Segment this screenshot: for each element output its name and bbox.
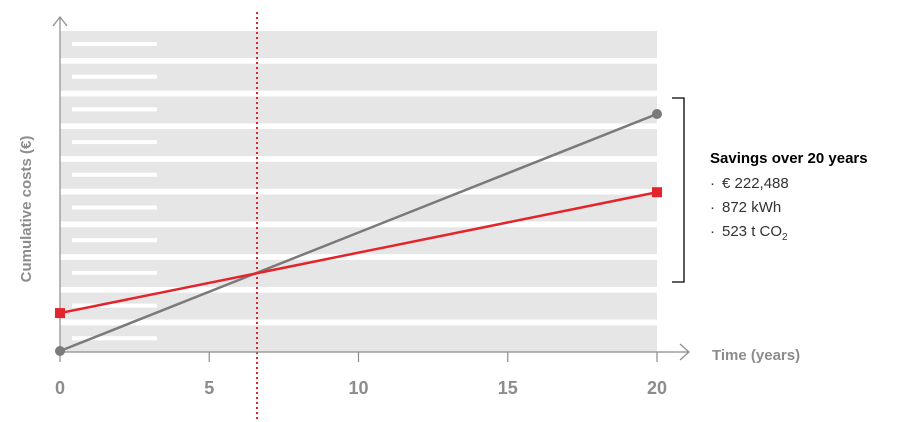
savings-annotation: Savings over 20 years · € 222,488 · 872 …: [710, 150, 868, 243]
x-tick-label: 5: [204, 378, 214, 398]
white-stub: [72, 238, 157, 243]
background-band: [60, 31, 657, 58]
white-stub: [72, 74, 157, 79]
savings-bullet-2: ·: [710, 199, 715, 216]
x-ticks: [59, 352, 658, 362]
savings-title: Savings over 20 years: [710, 150, 868, 167]
background-band: [60, 96, 657, 124]
series-point-grey: [55, 346, 65, 356]
white-stub: [72, 140, 157, 145]
axes: [52, 16, 690, 361]
background-band: [60, 129, 657, 157]
series-markers: [55, 109, 662, 356]
background-band: [60, 325, 657, 353]
savings-bullet-3: ·: [710, 223, 715, 240]
series-point-grey: [652, 109, 662, 119]
x-tick-label: 15: [498, 378, 518, 398]
x-tick-label: 10: [348, 378, 368, 398]
series-lines: [59, 112, 658, 353]
series-point-red: [652, 187, 662, 198]
savings-bracket: [672, 97, 685, 283]
y-axis-arrow: [52, 16, 68, 27]
x-tick-label: 0: [55, 378, 65, 398]
white-stub: [72, 172, 157, 177]
white-stub: [72, 42, 157, 46]
savings-bullet-1: ·: [710, 175, 715, 192]
white-stubs: [72, 42, 157, 341]
savings-item-3: 523 t CO2: [722, 223, 788, 243]
background-band: [60, 161, 657, 189]
background-band: [60, 63, 657, 91]
background-bands: [60, 31, 657, 353]
background-band: [60, 259, 657, 287]
x-axis-title: Time (years): [712, 347, 800, 364]
white-stub: [72, 336, 157, 341]
x-tick-labels: 0 5 10 15 20: [55, 378, 667, 398]
series-point-red: [55, 308, 65, 319]
savings-item-3-text: 523 t CO: [722, 223, 782, 240]
savings-item-2: 872 kWh: [722, 199, 781, 216]
x-axis-arrow: [679, 343, 690, 361]
white-stub: [72, 107, 157, 112]
white-stub: [72, 303, 157, 308]
series-line-grey: [59, 112, 658, 353]
savings-item-1: € 222,488: [722, 175, 789, 192]
white-stub: [72, 270, 157, 275]
background-band: [60, 292, 657, 320]
x-tick-label: 20: [647, 378, 667, 398]
series-line-red: [59, 190, 658, 315]
y-axis-title: Cumulative costs (€): [18, 136, 35, 283]
savings-item-3-subscript: 2: [782, 232, 788, 243]
background-band: [60, 194, 657, 222]
white-stub: [72, 205, 157, 210]
